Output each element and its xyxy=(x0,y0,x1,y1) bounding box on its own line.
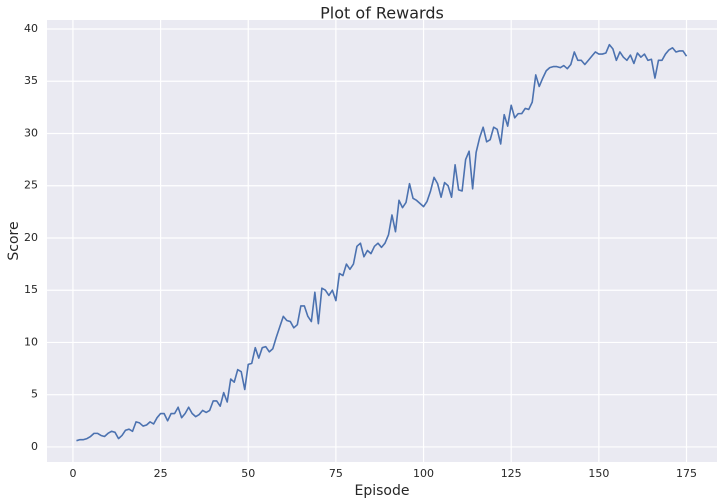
y-tick-label: 5 xyxy=(31,388,38,401)
x-tick-label: 175 xyxy=(676,467,697,480)
y-tick-label: 30 xyxy=(24,126,38,139)
y-tick-label: 40 xyxy=(24,22,38,35)
x-tick-label: 75 xyxy=(329,467,343,480)
y-tick-label: 15 xyxy=(24,283,38,296)
x-tick-label: 25 xyxy=(154,467,168,480)
x-tick-label: 150 xyxy=(588,467,609,480)
chart-title: Plot of Rewards xyxy=(320,4,444,23)
y-tick-label: 20 xyxy=(24,231,38,244)
y-tick-label: 25 xyxy=(24,179,38,192)
x-tick-label: 125 xyxy=(501,467,522,480)
y-tick-label: 10 xyxy=(24,335,38,348)
x-axis-label: Episode xyxy=(355,483,410,499)
plot-area xyxy=(47,20,717,462)
y-axis-label: Score xyxy=(6,221,22,260)
x-tick-label: 100 xyxy=(413,467,434,480)
data-line xyxy=(76,43,688,442)
x-tick-label: 50 xyxy=(241,467,255,480)
y-tick-label: 0 xyxy=(31,440,38,453)
x-tick-label: 0 xyxy=(69,467,76,480)
y-tick-label: 35 xyxy=(24,74,38,87)
